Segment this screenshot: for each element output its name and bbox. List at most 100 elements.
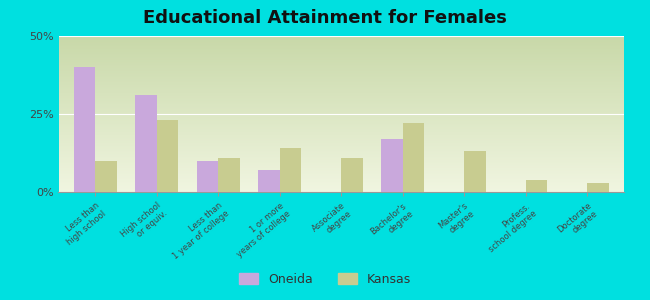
Bar	[280, 148, 302, 192]
Bar	[58, 42, 624, 43]
Bar	[157, 120, 178, 192]
Bar	[58, 103, 624, 104]
Bar	[58, 132, 624, 133]
Bar	[403, 123, 424, 192]
Bar	[58, 83, 624, 84]
Bar	[58, 67, 624, 68]
Bar	[58, 157, 624, 158]
Bar	[58, 89, 624, 90]
Bar	[58, 118, 624, 119]
Bar	[58, 99, 624, 100]
Bar	[58, 168, 624, 169]
Bar	[58, 131, 624, 132]
Bar	[58, 119, 624, 120]
Bar	[58, 85, 624, 86]
Bar	[58, 37, 624, 38]
Bar	[58, 142, 624, 143]
Bar	[58, 74, 624, 75]
Bar	[58, 134, 624, 135]
Bar	[58, 169, 624, 170]
Bar	[58, 138, 624, 139]
Bar	[58, 104, 624, 105]
Bar	[58, 100, 624, 101]
Bar	[58, 141, 624, 142]
Bar	[58, 120, 624, 121]
Bar	[58, 54, 624, 55]
Bar	[58, 48, 624, 49]
Bar	[58, 70, 624, 71]
Bar	[96, 161, 117, 192]
Bar	[58, 109, 624, 110]
Bar	[58, 73, 624, 74]
Bar	[58, 107, 624, 108]
Bar	[58, 114, 624, 115]
Bar	[58, 92, 624, 93]
Bar	[58, 108, 624, 109]
Bar	[58, 58, 624, 59]
Bar	[58, 178, 624, 179]
Bar	[58, 189, 624, 190]
Bar	[58, 133, 624, 134]
Bar	[58, 46, 624, 47]
Bar	[58, 136, 624, 137]
Bar	[58, 39, 624, 40]
Bar	[58, 75, 624, 76]
Bar	[58, 148, 624, 149]
Bar	[135, 95, 157, 192]
Bar	[58, 130, 624, 131]
Bar	[197, 161, 218, 192]
Bar	[58, 82, 624, 83]
Bar	[58, 95, 624, 96]
Bar	[58, 171, 624, 172]
Bar	[58, 177, 624, 178]
Bar	[58, 60, 624, 61]
Bar	[58, 191, 624, 192]
Bar	[58, 165, 624, 166]
Bar	[58, 50, 624, 51]
Bar	[58, 180, 624, 181]
Bar	[58, 155, 624, 156]
Bar	[58, 158, 624, 159]
Bar	[58, 143, 624, 144]
Bar	[58, 162, 624, 163]
Bar	[58, 88, 624, 89]
Bar	[58, 77, 624, 78]
Bar	[58, 117, 624, 118]
Bar	[58, 167, 624, 168]
Bar	[58, 112, 624, 113]
Bar	[58, 172, 624, 173]
Bar	[341, 158, 363, 192]
Bar	[258, 170, 280, 192]
Bar	[58, 41, 624, 42]
Bar	[58, 62, 624, 63]
Bar	[58, 66, 624, 67]
Bar	[58, 182, 624, 183]
Bar	[58, 159, 624, 160]
Bar	[58, 146, 624, 147]
Bar	[58, 56, 624, 57]
Bar	[58, 187, 624, 188]
Bar	[58, 61, 624, 62]
Bar	[58, 76, 624, 77]
Bar	[58, 69, 624, 70]
Bar	[381, 139, 403, 192]
Bar	[58, 36, 624, 37]
Bar	[58, 86, 624, 87]
Bar	[587, 183, 608, 192]
Bar	[58, 59, 624, 60]
Bar	[58, 111, 624, 112]
Bar	[58, 87, 624, 88]
Bar	[74, 67, 96, 192]
Bar	[58, 93, 624, 94]
Bar	[58, 97, 624, 98]
Bar	[58, 105, 624, 106]
Bar	[58, 115, 624, 116]
Bar	[58, 43, 624, 44]
Bar	[58, 90, 624, 91]
Bar	[58, 52, 624, 53]
Bar	[58, 101, 624, 102]
Bar	[58, 85, 624, 86]
Bar	[58, 38, 624, 39]
Bar	[58, 185, 624, 186]
Bar	[58, 81, 624, 82]
